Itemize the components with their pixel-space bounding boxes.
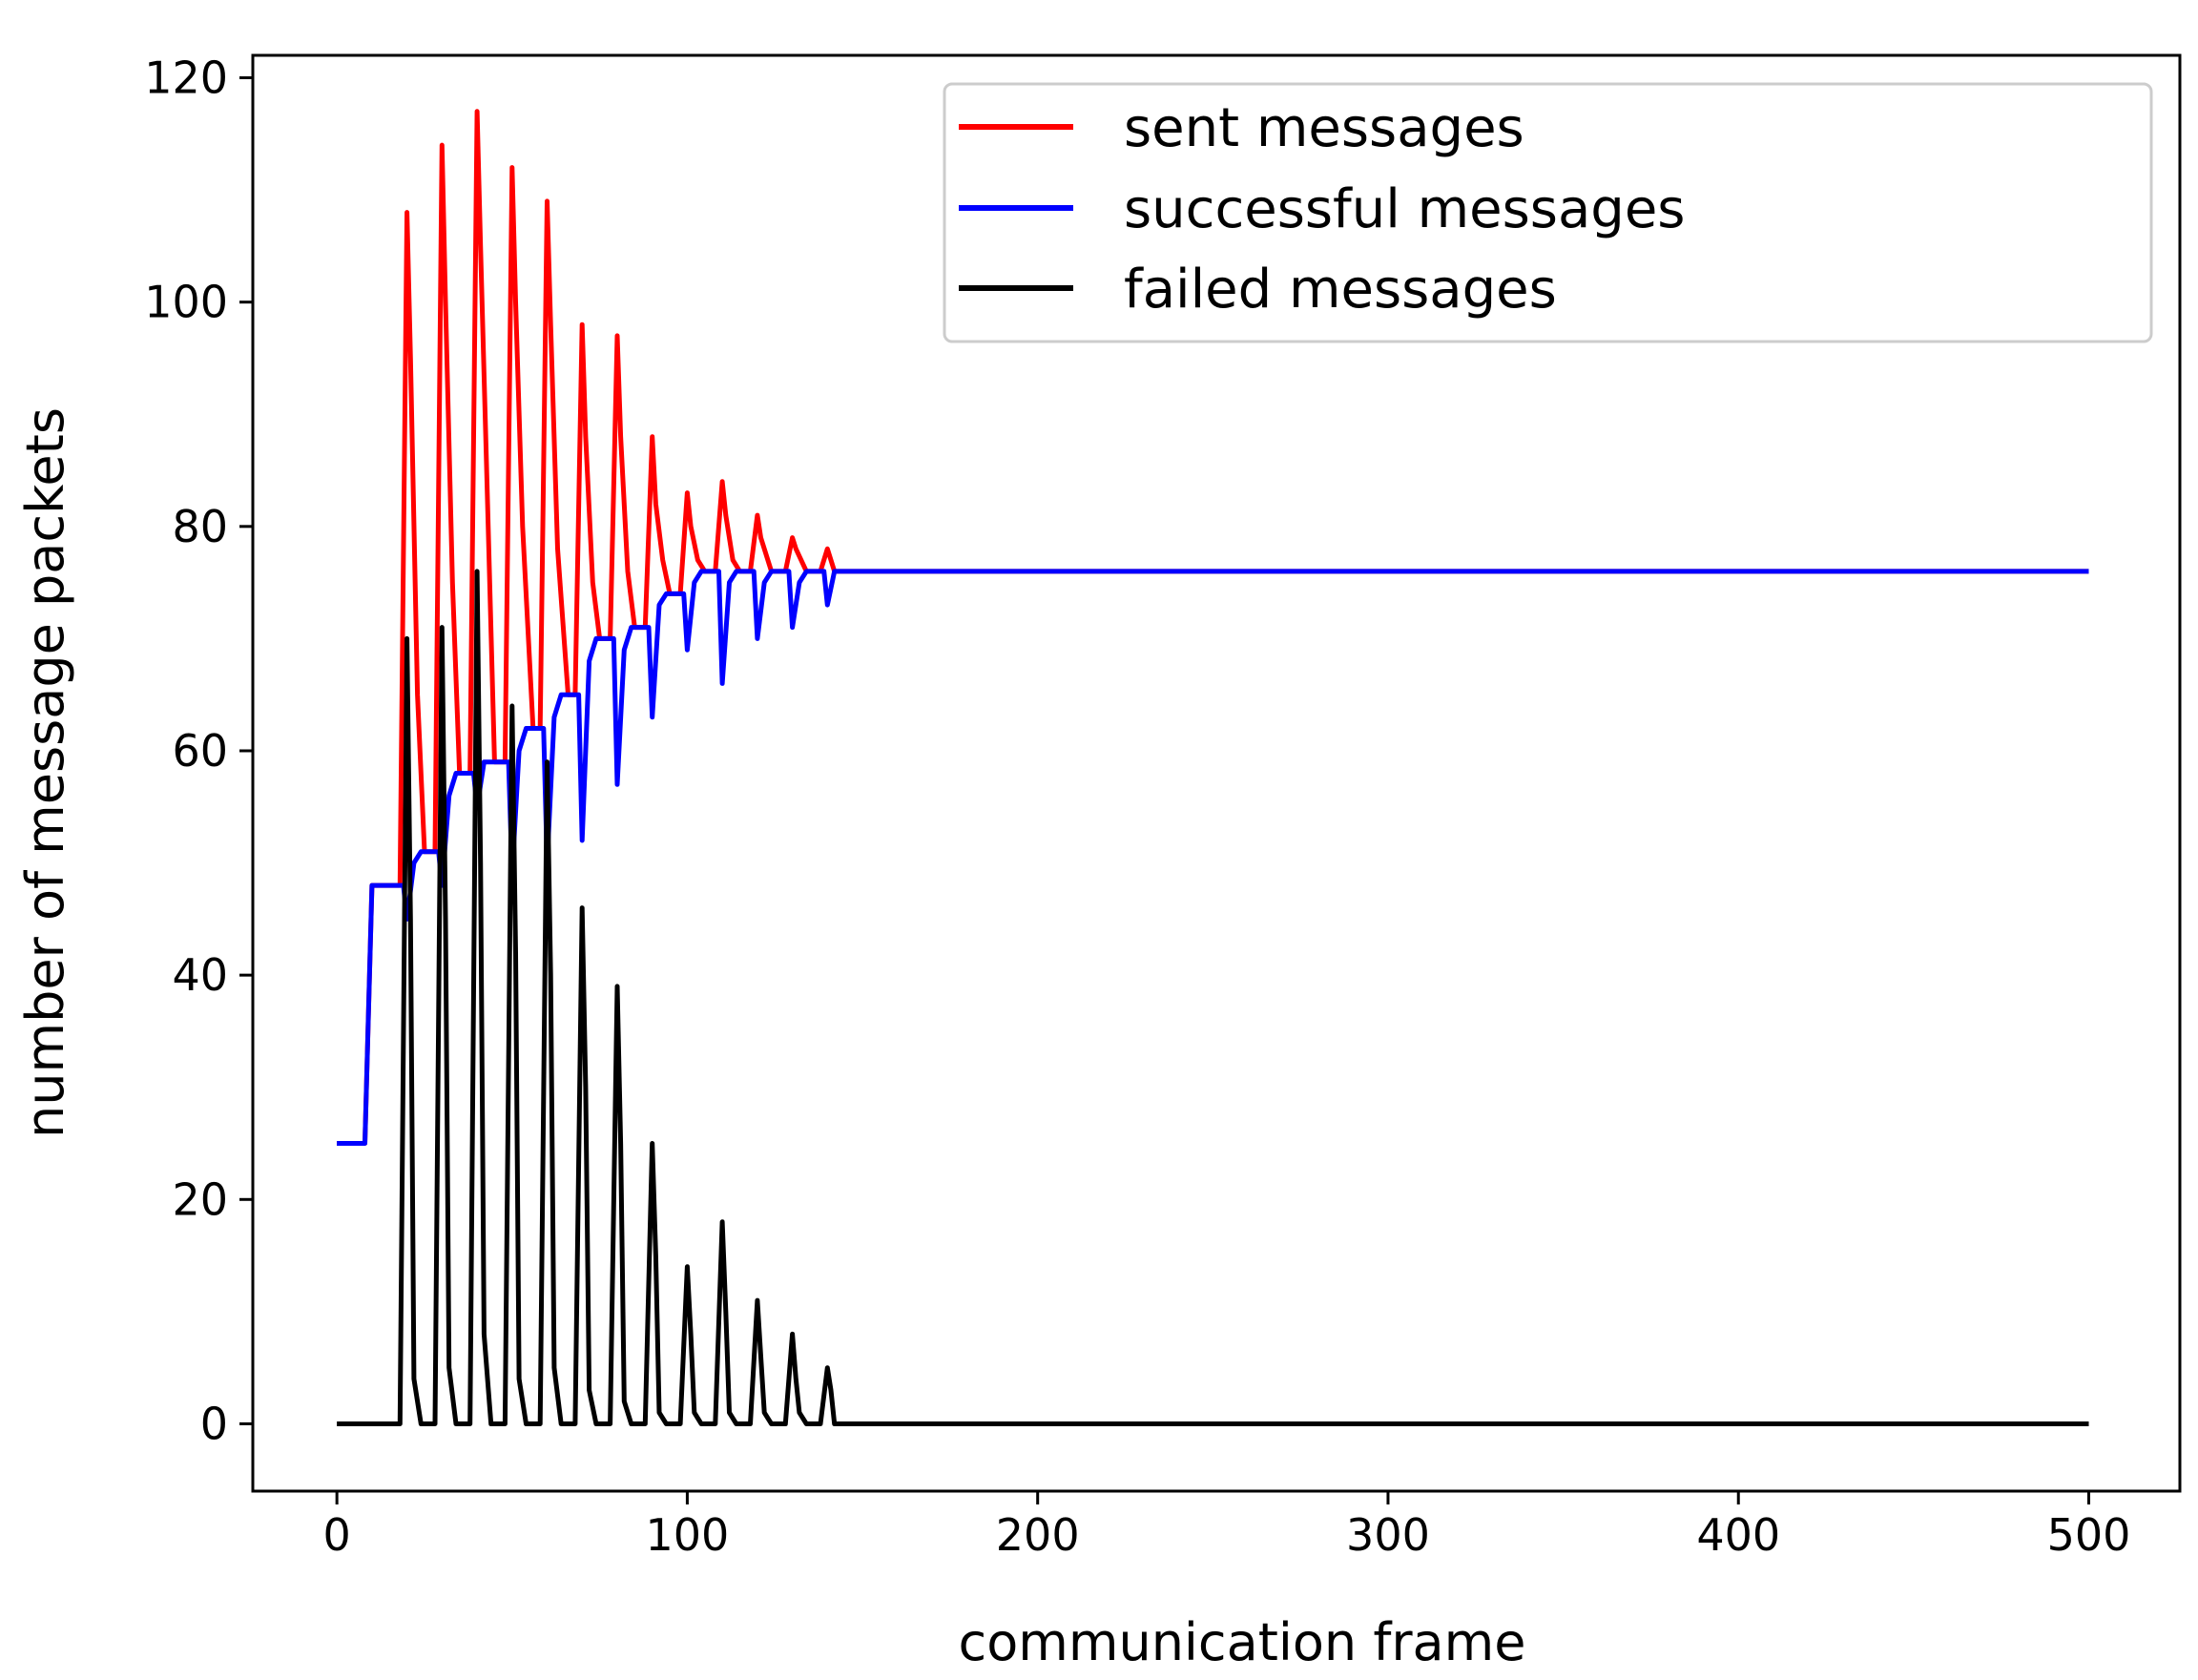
legend-box [943, 82, 2153, 343]
x-axis: 0 100 200 300 400 500 [323, 1491, 2131, 1561]
x-axis-label: communication frame [959, 1612, 1526, 1672]
x-tick-label: 100 [646, 1509, 730, 1561]
legend-label-successful-messages: successful messages [1124, 178, 1685, 240]
y-axis: 0 20 40 60 80 100 120 [144, 52, 253, 1449]
y-tick-label: 80 [172, 501, 228, 552]
series-line-failed-messages [337, 569, 2089, 1426]
legend-label-sent-messages: sent messages [1124, 97, 1524, 159]
y-tick-label: 60 [172, 725, 228, 777]
y-tick-label: 100 [144, 277, 228, 328]
series-line-successful-messages [337, 569, 2089, 1146]
x-tick-label: 0 [323, 1509, 351, 1561]
x-tick-label: 400 [1696, 1509, 1780, 1561]
y-tick-label: 40 [172, 949, 228, 1001]
series-layer [337, 109, 2089, 1426]
y-tick-label: 120 [144, 52, 228, 104]
legend: sent messages successful messages failed… [943, 82, 2153, 343]
x-tick-label: 200 [996, 1509, 1080, 1561]
y-axis-label: number of message packets [15, 407, 75, 1138]
legend-label-failed-messages: failed messages [1124, 259, 1557, 321]
x-tick-label: 300 [1346, 1509, 1430, 1561]
y-tick-label: 0 [200, 1398, 228, 1449]
y-tick-label: 20 [172, 1173, 228, 1225]
x-tick-label: 500 [2047, 1509, 2131, 1561]
